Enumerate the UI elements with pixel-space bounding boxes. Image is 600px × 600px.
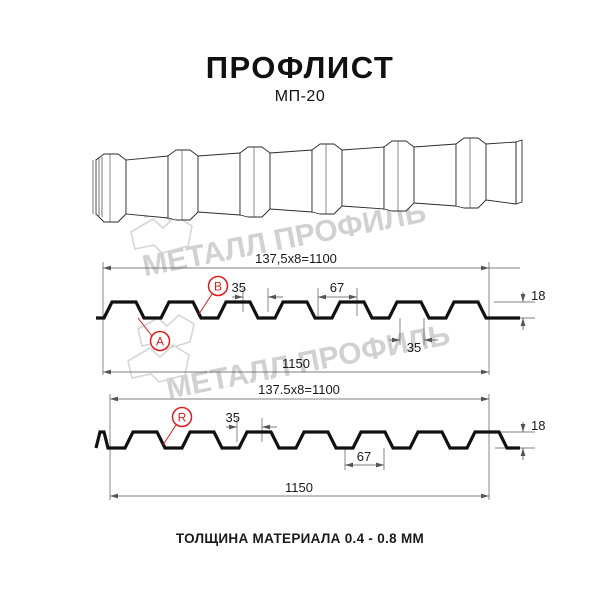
section-top-view: 137,5x8=1100 1150 35 67 [96, 251, 545, 375]
arrow-head [481, 396, 489, 402]
section-bottom-view: 137.5x8=1100 1150 35 67 [94, 382, 545, 500]
callout-b: B [198, 275, 229, 315]
callout-b-label: B [214, 280, 222, 294]
arrow-head [268, 294, 276, 300]
arrow-head [103, 265, 111, 271]
arrow-head [424, 337, 432, 343]
arrow-head [520, 424, 526, 432]
page-title: ПРОФЛИСТ [205, 50, 395, 85]
dim-span-top-label: 137,5x8=1100 [255, 251, 337, 266]
arrow-head [349, 294, 357, 300]
material-thickness-caption: ТОЛЩИНА МАТЕРИАЛА 0.4 - 0.8 ММ [175, 531, 425, 546]
dim-overall-bottom-label: 1150 [285, 480, 313, 495]
arrow-head [481, 493, 489, 499]
dim-overall-top-label: 1150 [282, 356, 310, 371]
profile-polyline-bottom [94, 430, 520, 450]
arrow-head [110, 493, 118, 499]
callout-circle [207, 275, 229, 297]
arrow-head [235, 294, 243, 300]
arrow-head [520, 448, 526, 456]
arrow-head [345, 462, 353, 468]
arrow-head [392, 337, 400, 343]
arrow-head [481, 265, 489, 271]
arrow-head [229, 424, 237, 430]
dim-height-top-label: 18 [531, 288, 545, 303]
page-subtitle: МП-20 [274, 88, 326, 105]
callout-leader-line [162, 424, 177, 446]
dim-span-bottom-label: 137.5x8=1100 [258, 382, 340, 397]
isometric-view [92, 137, 523, 223]
arrow-head [318, 294, 326, 300]
profile-polyline-top [96, 300, 520, 320]
arrow-head [110, 396, 118, 402]
dim-valley-bottom-label: 67 [357, 449, 371, 464]
arrow-head [376, 462, 384, 468]
callout-a: A [137, 317, 171, 352]
callout-leader-line [137, 317, 153, 337]
dim-rib-bottom-view-label: 35 [226, 410, 240, 425]
callout-a-label: A [156, 335, 164, 349]
callout-r-label: R [178, 411, 187, 425]
arrow-head [481, 369, 489, 375]
callout-circle [171, 406, 193, 428]
arrow-head [262, 424, 270, 430]
arrow-head [520, 318, 526, 326]
callout-circle [149, 330, 171, 352]
dim-rib-top-label: 35 [232, 280, 246, 295]
dim-height-bottom-label: 18 [531, 418, 545, 433]
callout-leader-line [198, 293, 213, 315]
dim-valley-top-label: 67 [330, 280, 344, 295]
callout-r: R [162, 406, 193, 446]
arrow-head [520, 294, 526, 302]
dim-rib-bottom-label: 35 [407, 340, 421, 355]
arrow-head [103, 369, 111, 375]
